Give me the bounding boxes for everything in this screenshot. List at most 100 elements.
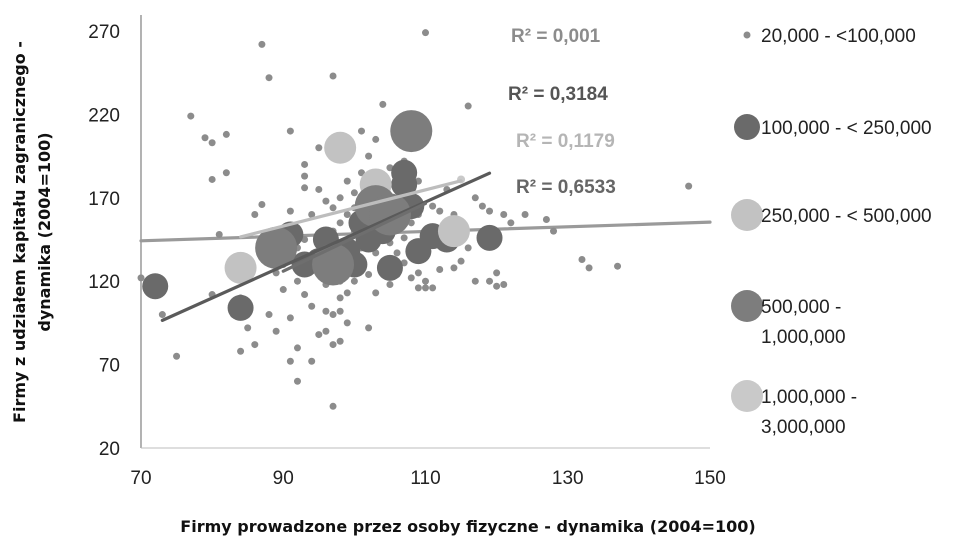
data-point: [258, 40, 266, 48]
data-point: [486, 207, 494, 215]
data-point: [478, 202, 486, 210]
r-squared-label: R² = 0,001: [511, 26, 601, 47]
data-point: [222, 130, 230, 138]
data-point: [315, 144, 323, 152]
legend-marker: [731, 199, 763, 231]
data-point: [286, 357, 294, 365]
data-point: [450, 264, 458, 272]
data-point: [286, 314, 294, 322]
legend-marker: [731, 290, 763, 322]
data-point: [407, 274, 415, 282]
x-tick-label: 130: [552, 468, 584, 489]
legend-item: 20,000 - <100,000: [743, 26, 916, 47]
data-point: [437, 215, 470, 248]
legend-item: 1,000,000 - 3,000,000: [731, 380, 857, 438]
data-point: [244, 324, 252, 332]
data-point: [142, 273, 169, 300]
data-point: [279, 286, 287, 294]
data-point: [265, 74, 273, 82]
y-axis-title-line-1: Firmy z udziałem kapitału zagranicznego …: [10, 41, 29, 423]
data-point: [251, 341, 259, 349]
data-point: [308, 357, 316, 365]
y-tick-label: 270: [88, 22, 120, 43]
data-point: [308, 210, 316, 218]
data-point: [227, 294, 254, 321]
data-point: [614, 262, 622, 270]
trendline: [281, 201, 428, 273]
x-tick-label: 90: [273, 468, 294, 489]
data-point: [414, 269, 422, 277]
data-point: [336, 307, 344, 315]
data-point: [286, 127, 294, 135]
data-point: [324, 131, 357, 164]
data-point: [464, 102, 472, 110]
data-point: [493, 282, 501, 290]
legend-item: 100,000 - < 250,000: [734, 114, 932, 140]
data-point: [293, 344, 301, 352]
data-point: [521, 210, 529, 218]
data-point: [301, 184, 309, 192]
data-point: [343, 177, 351, 185]
data-point: [329, 402, 337, 410]
x-tick-label: 110: [410, 468, 440, 489]
data-point: [585, 264, 593, 272]
data-point: [365, 324, 373, 332]
data-point: [471, 277, 479, 285]
data-point: [322, 197, 330, 205]
data-point: [486, 277, 494, 285]
data-point: [208, 139, 216, 147]
data-point: [476, 224, 503, 251]
data-point: [457, 257, 465, 265]
data-point: [685, 182, 693, 190]
data-markers: [137, 29, 693, 410]
data-point: [343, 289, 351, 297]
data-point: [137, 274, 145, 282]
data-point: [376, 254, 403, 281]
data-point: [429, 284, 437, 292]
data-point: [329, 204, 337, 212]
r-squared-label: R² = 0,3184: [508, 84, 608, 105]
legend-marker: [743, 31, 751, 39]
data-point: [578, 256, 586, 264]
data-point: [322, 327, 330, 335]
data-point: [265, 311, 273, 319]
data-point: [336, 194, 344, 202]
legend-item: 500,000 - 1,000,000: [731, 290, 846, 348]
data-point: [308, 302, 316, 310]
data-point: [391, 171, 418, 198]
data-point: [301, 291, 309, 299]
trendline: [238, 179, 463, 239]
data-point: [336, 219, 344, 227]
data-point: [500, 210, 508, 218]
data-point: [258, 200, 266, 208]
legend-marker: [731, 380, 763, 412]
data-point: [422, 277, 429, 285]
data-point: [329, 311, 337, 319]
data-point: [422, 29, 429, 37]
x-tick-label: 150: [694, 468, 726, 489]
data-point: [436, 266, 444, 274]
data-point: [414, 284, 422, 292]
data-point: [329, 341, 337, 349]
data-point: [400, 234, 408, 242]
y-tick-label: 170: [88, 189, 120, 210]
legend: 20,000 - <100,000 100,000 - < 250,000 250,…: [731, 26, 932, 438]
data-point: [372, 135, 380, 143]
r-squared-label: R² = 0,6533: [516, 177, 616, 198]
data-point: [436, 207, 444, 215]
data-point: [222, 169, 230, 177]
x-tick-label: 70: [130, 468, 151, 489]
data-point: [542, 215, 550, 223]
data-point: [301, 172, 309, 180]
data-point: [393, 249, 401, 257]
data-point: [293, 277, 301, 285]
data-point: [237, 347, 245, 355]
data-point: [550, 227, 558, 235]
trendlines-over: [160, 171, 492, 322]
data-point: [215, 230, 223, 238]
y-axis-title-line-2: dynamika (2004=100): [35, 132, 54, 331]
data-point: [336, 337, 344, 345]
data-point: [286, 207, 294, 215]
data-point: [158, 311, 166, 319]
